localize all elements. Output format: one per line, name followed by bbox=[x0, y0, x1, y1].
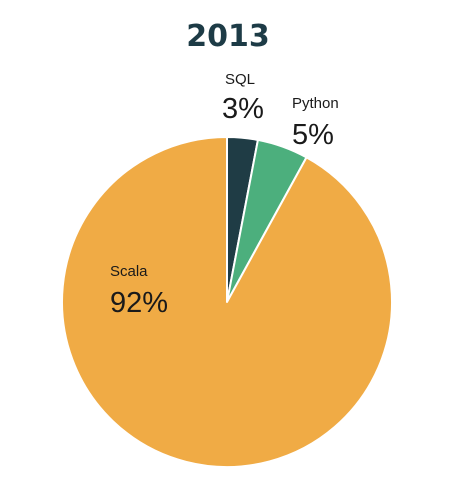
slice-value-python: 5% bbox=[292, 119, 334, 151]
pie-slice-scala bbox=[61, 136, 393, 468]
pie-slices bbox=[61, 135, 393, 468]
slice-value-sql: 3% bbox=[222, 93, 264, 125]
slice-labels: SQL 3% Python 5% Scala 92% bbox=[110, 71, 339, 319]
slice-value-scala: 92% bbox=[110, 287, 168, 319]
chart-title: 2013 bbox=[186, 19, 270, 54]
slice-label-scala: Scala bbox=[110, 263, 148, 280]
slice-label-sql: SQL bbox=[225, 71, 255, 88]
slice-label-python: Python bbox=[292, 95, 339, 112]
